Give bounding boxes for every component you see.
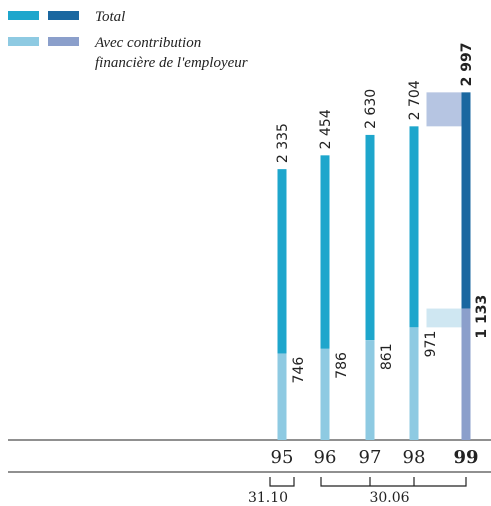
year-label-96: 96 — [314, 447, 337, 468]
total-value-label-99: 2 997 — [459, 43, 475, 87]
bar-contribution-95 — [277, 353, 287, 440]
year-label-99: 99 — [453, 447, 478, 468]
legend-swatch-total — [8, 11, 39, 20]
total-value-label-98: 2 704 — [407, 80, 423, 120]
legend-label-contribution-line2: financière de l'employeur — [95, 55, 248, 71]
legend-label-total: Total — [95, 9, 125, 25]
date-label-2: 30.06 — [369, 490, 409, 506]
date-bracket-1 — [269, 477, 295, 487]
year-label-98: 98 — [403, 447, 426, 468]
bar-total-98 — [409, 126, 419, 328]
x-axis: 95 96 97 98 99 31.10 30.06 — [248, 447, 479, 506]
contribution-value-label-95: 746 — [291, 357, 307, 384]
legend: Total Avec contribution financière de l'… — [8, 9, 248, 71]
total-value-label-96: 2 454 — [318, 109, 334, 149]
bar-total-96 — [320, 155, 330, 349]
bar-total-99 — [461, 92, 471, 309]
legend-swatch-contribution-highlight — [48, 37, 79, 46]
labels-group: 2 335 746 2 454 786 2 630 861 2 704 971 2 997 1 1… — [275, 43, 490, 384]
bar-total-97 — [365, 134, 375, 341]
legend-swatch-total-highlight — [48, 11, 79, 20]
bar-contribution-97 — [365, 340, 375, 440]
bar-total-95 — [277, 169, 287, 354]
contribution-value-label-97: 861 — [379, 343, 395, 370]
bar-contribution-96 — [320, 348, 330, 440]
year-label-97: 97 — [359, 447, 382, 468]
date-label-1: 31.10 — [248, 490, 288, 506]
bar-contribution-99 — [461, 308, 471, 440]
contribution-value-label-98: 971 — [423, 331, 439, 358]
year-label-95: 95 — [271, 447, 294, 468]
total-value-label-95: 2 335 — [275, 123, 291, 163]
legend-label-contribution-line1: Avec contribution — [94, 35, 201, 51]
contribution-value-label-99: 1 133 — [474, 295, 490, 339]
legend-swatch-contribution — [8, 37, 39, 46]
date-bracket-2 — [320, 477, 467, 487]
total-value-label-97: 2 630 — [363, 89, 379, 129]
contribution-value-label-96: 786 — [334, 352, 350, 379]
total-growth-band — [426, 92, 462, 127]
bar-contribution-98 — [409, 327, 419, 440]
bars-group — [277, 92, 471, 440]
contribution-growth-band — [426, 308, 462, 328]
